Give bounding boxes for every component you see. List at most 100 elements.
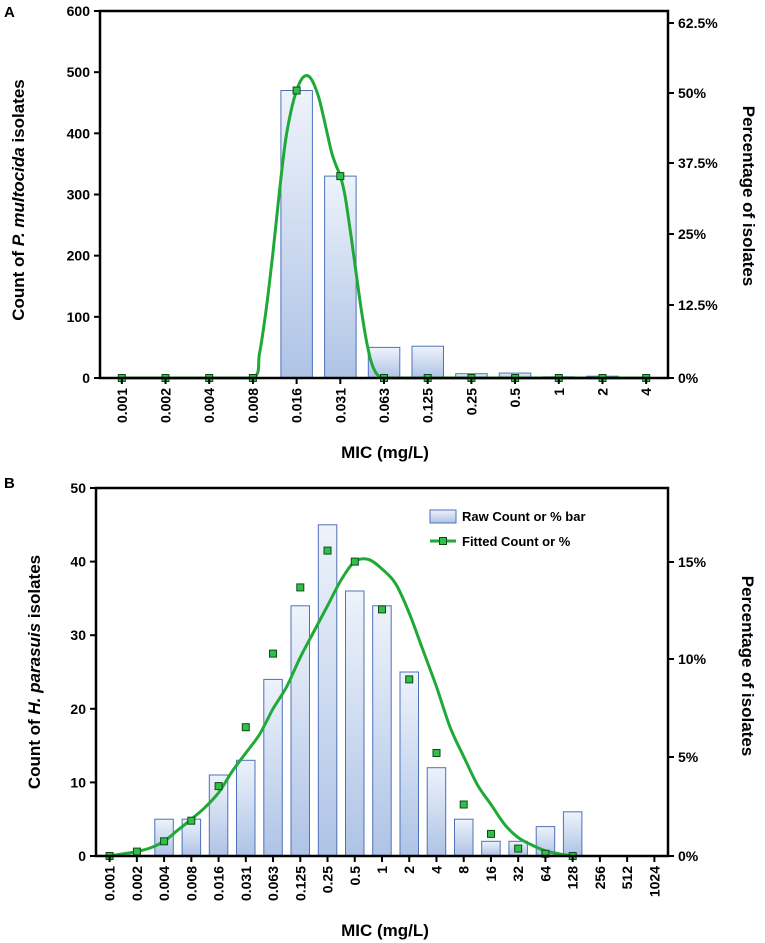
bar-series (154, 524, 583, 857)
legend-label-bar: Raw Count or % bar (462, 509, 586, 524)
y2-tick-label: 37.5% (678, 155, 718, 171)
y2-tick-labels: 0% 5% 10% 15% (678, 554, 707, 864)
x-tick-label: 0.004 (156, 866, 172, 901)
chart-panel-b: B 0 10 20 30 40 50 0% 5% 10% 15% 0.001 0.002 0.004… (4, 475, 757, 940)
legend-swatch-bar (429, 509, 457, 524)
x-tick-label: 0.063 (376, 388, 392, 423)
x-tick-label: 0.001 (114, 388, 130, 423)
y2-tick-label: 50% (678, 85, 707, 101)
x-tick-label: 0.5 (507, 388, 523, 408)
bar-series (280, 90, 619, 379)
y-tick-labels: 0 10 20 30 40 50 (70, 480, 86, 864)
y2-tick-labels: 0% 12.5% 25% 37.5% 50% 62.5% (678, 15, 718, 386)
x-tick-labels: 0.001 0.002 0.004 0.008 0.016 0.031 0.063 0.125… (114, 388, 654, 423)
x-tick-label: 0.001 (102, 866, 118, 901)
x-tick-label: 0.031 (238, 866, 254, 901)
y-tick-label: 400 (67, 125, 91, 141)
bar (399, 671, 419, 857)
x-tick-label: 0.002 (129, 866, 145, 901)
chart-panel-a: A 0 100 200 300 400 500 600 0% 12.5% 25% 37.5% 50%… (4, 3, 758, 462)
x-tick-label: 64 (537, 866, 553, 882)
x-tick-label: 0.016 (211, 866, 227, 901)
y2-tick-label: 10% (678, 651, 707, 667)
legend-swatch-marker (439, 537, 447, 545)
y-tick-label: 40 (70, 554, 86, 570)
x-tick-label: 0.25 (320, 866, 336, 893)
bar (426, 767, 447, 857)
x-tick-label: 0.016 (289, 388, 305, 423)
bar (454, 818, 474, 857)
y-tick-label: 0 (82, 370, 90, 386)
bar (411, 345, 444, 379)
x-axis-title: MIC (mg/L) (341, 443, 429, 462)
y-axis-title: Count of H. parasuis isolates (25, 555, 44, 789)
x-tick-label: 16 (483, 866, 499, 882)
y-tick-label: 0 (78, 848, 86, 864)
bar (324, 175, 357, 379)
x-tick-label: 0.008 (245, 388, 261, 423)
x-tick-label: 0.004 (201, 388, 217, 423)
fitted-marker (296, 583, 305, 592)
fitted-marker (487, 829, 495, 838)
y2-tick-label: 15% (678, 554, 707, 570)
x-tick-label: 512 (619, 866, 635, 890)
y-tick-label: 10 (70, 774, 86, 790)
y2-axis-title: Percentage of isolates (739, 106, 758, 286)
panel-label-b: B (4, 475, 15, 492)
fitted-marker (323, 546, 332, 555)
y2-tick-label: 25% (678, 226, 707, 242)
fitted-curve (105, 546, 577, 860)
y-tick-label: 30 (70, 627, 86, 643)
x-tick-label: 0.063 (265, 866, 281, 901)
bar (562, 811, 583, 857)
x-tick-labels: 0.001 0.002 0.004 0.008 0.016 0.031 0.063 0.125… (102, 866, 663, 901)
y-tick-label: 100 (67, 309, 91, 325)
x-tick-label: 1 (551, 388, 567, 396)
plot-frame (98, 9, 670, 380)
bar (317, 524, 338, 857)
fitted-marker (405, 675, 414, 684)
x-tick-label: 2 (595, 388, 611, 396)
y-tick-label: 300 (67, 187, 91, 203)
fitted-marker (269, 649, 277, 658)
x-tick-label: 8 (456, 866, 472, 874)
fitted-line (121, 74, 647, 380)
fitted-marker (432, 749, 441, 757)
axes (90, 486, 674, 862)
bar (481, 840, 501, 857)
fitted-marker (514, 844, 523, 853)
y-tick-label: 600 (67, 3, 91, 19)
fitted-line (109, 557, 573, 858)
y-axis-title: Count of P. multocida isolates (9, 79, 28, 321)
fitted-marker (336, 172, 345, 181)
fitted-marker (350, 557, 359, 566)
y-tick-labels: 0 100 200 300 400 500 600 (67, 3, 91, 386)
axes (94, 9, 674, 384)
fitted-marker (160, 837, 169, 846)
y-tick-label: 20 (70, 701, 86, 717)
fitted-marker (459, 800, 468, 809)
x-tick-label: 0.125 (292, 866, 308, 901)
x-tick-label: 1024 (646, 866, 662, 897)
y2-tick-label: 62.5% (678, 15, 718, 31)
x-tick-label: 0.5 (347, 866, 363, 886)
bar (372, 605, 392, 857)
x-tick-label: 4 (638, 388, 654, 396)
fitted-marker (214, 782, 223, 791)
fitted-curve (117, 74, 651, 382)
y2-tick-label: 0% (678, 848, 699, 864)
y-tick-label: 200 (67, 248, 91, 264)
x-axis-title: MIC (mg/L) (341, 921, 429, 940)
panel-label-a: A (4, 4, 15, 21)
y-tick-label: 50 (70, 480, 86, 496)
fitted-marker (241, 723, 250, 732)
x-tick-label: 0.25 (463, 388, 479, 415)
legend-label-line: Fitted Count or % (462, 534, 571, 549)
x-tick-label: 4 (429, 866, 445, 874)
x-tick-label: 128 (565, 866, 581, 890)
y2-tick-label: 12.5% (678, 297, 718, 313)
x-tick-label: 256 (592, 866, 608, 890)
legend: Raw Count or % bar Fitted Count or % (429, 509, 586, 549)
fitted-marker (292, 86, 301, 95)
